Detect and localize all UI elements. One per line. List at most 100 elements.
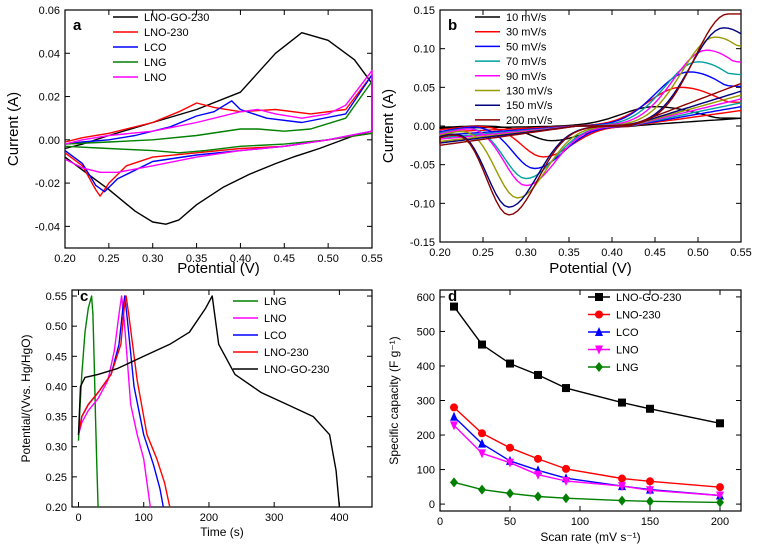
x-tick-label: 0.40: [601, 247, 622, 259]
x-tick-label: 0.40: [230, 253, 251, 265]
series-line: [77, 295, 341, 508]
x-tick-label: 0.55: [730, 247, 751, 259]
y-tick-label: -0.02: [35, 178, 60, 190]
panel-a-cv-comparison: 0.20 0.25 0.30 0.35 0.40 0.45 0.50 0.55 -0.04 -0.…: [5, 5, 383, 277]
legend-label: LNO: [144, 72, 167, 84]
data-point: [716, 497, 724, 508]
legend-label: LNO-230: [616, 310, 661, 322]
legend-label: 200 mV/s: [506, 115, 553, 127]
x-tick-label: 0.45: [644, 247, 665, 259]
legend-marker: [595, 345, 603, 355]
x-axis-label: Potential (V): [549, 260, 632, 277]
data-point: [646, 404, 654, 413]
legend-label: LCO: [144, 42, 167, 54]
x-tick-label: 300: [265, 512, 283, 524]
x-tick-label: 0.50: [687, 247, 708, 259]
data-point: [618, 482, 626, 492]
series-loop: [439, 13, 742, 216]
series-line: [453, 406, 721, 488]
y-tick-label: 0.05: [414, 82, 435, 94]
y-tick-label: 0.40: [46, 381, 67, 393]
x-tick-label: 0: [75, 512, 81, 524]
panel-letter: d: [448, 288, 457, 305]
legend-label: LNO: [616, 345, 639, 357]
y-tick-label: 300: [417, 396, 435, 408]
data-point: [450, 302, 458, 311]
series-line: [77, 295, 171, 508]
legend-label: LNO-230: [264, 347, 309, 359]
data-point: [450, 477, 458, 488]
legend-label: LNO-230: [144, 27, 189, 39]
data-point: [562, 384, 570, 393]
y-tick-label: 0.50: [46, 321, 67, 333]
plot-frame: [439, 289, 742, 512]
panel-letter: b: [448, 17, 457, 34]
data-point: [562, 464, 570, 473]
x-tick-label: 100: [571, 516, 589, 528]
x-tick-label: 0.30: [515, 247, 536, 259]
data-point: [450, 411, 458, 421]
x-tick-label: 0.45: [274, 253, 295, 265]
data-point: [478, 449, 486, 459]
x-tick-label: 0.55: [361, 253, 382, 265]
x-tick-label: 0.25: [472, 247, 493, 259]
legend-label: 30 mV/s: [506, 27, 547, 39]
y-tick-label: -0.10: [410, 198, 435, 210]
x-tick-label: 200: [200, 512, 218, 524]
x-tick-label: 0.50: [317, 253, 338, 265]
y-axis-label: Current (A): [380, 89, 397, 163]
y-tick-label: 200: [417, 430, 435, 442]
x-tick-label: 0.30: [142, 253, 163, 265]
series-line: [64, 69, 373, 173]
panel-letter: c: [80, 288, 88, 305]
legend-marker: [595, 310, 603, 319]
data-point: [646, 496, 654, 507]
y-tick-label: 0.04: [39, 48, 60, 60]
y-tick-label: 0.10: [414, 44, 435, 56]
y-tick-label: 0: [429, 499, 435, 511]
legend-label: 130 mV/s: [506, 86, 553, 98]
data-point: [534, 491, 542, 502]
legend-label: LNO-GO-230: [616, 292, 681, 304]
panel-d-specific-capacity: 0 50 100 150 200 0 100 200 300 400 500 600 Scan rate…: [387, 288, 742, 544]
y-tick-label: 0.55: [46, 291, 67, 303]
x-tick-label: 0.20: [54, 253, 75, 265]
data-point: [506, 488, 514, 499]
data-point: [646, 486, 654, 496]
legend-label: 150 mV/s: [506, 100, 553, 112]
legend-label: LNO-GO-230: [264, 364, 329, 376]
y-tick-label: 0.35: [46, 412, 67, 424]
x-tick-label: 400: [330, 512, 348, 524]
x-tick-label: 0.25: [98, 253, 119, 265]
legend-label: 90 mV/s: [506, 71, 547, 83]
y-tick-label: 500: [417, 326, 435, 338]
y-tick-label: 0.00: [39, 135, 60, 147]
legend-marker: [595, 362, 603, 372]
legend-label: LCO: [616, 327, 639, 339]
y-tick-label: 0.20: [46, 502, 67, 514]
data-point: [478, 484, 486, 495]
x-axis-label: Time (s): [200, 525, 244, 539]
data-point: [478, 438, 486, 448]
data-point: [450, 403, 458, 412]
y-tick-label: 0.25: [46, 472, 67, 484]
legend-marker: [595, 327, 603, 336]
data-point: [618, 398, 626, 407]
legend-label: 10 mV/s: [506, 12, 547, 24]
plot-frame: [71, 289, 373, 508]
data-point: [478, 429, 486, 438]
y-tick-label: 600: [417, 292, 435, 304]
legend-label: LNG: [264, 296, 287, 308]
data-point: [646, 477, 654, 486]
x-tick-label: 0.35: [558, 247, 579, 259]
series-line: [453, 306, 721, 424]
y-axis-label: Potential/(Vvs. Hg/HgO): [19, 334, 33, 462]
data-point: [534, 454, 542, 463]
data-point: [716, 419, 724, 428]
y-tick-label: 0.02: [39, 92, 60, 104]
legend-label: LNG: [144, 57, 167, 69]
x-axis-label: Scan rate (mV s⁻¹): [540, 530, 640, 544]
series-loop: [439, 86, 742, 158]
panel-letter: a: [73, 17, 82, 34]
y-tick-label: 0.30: [46, 442, 67, 454]
